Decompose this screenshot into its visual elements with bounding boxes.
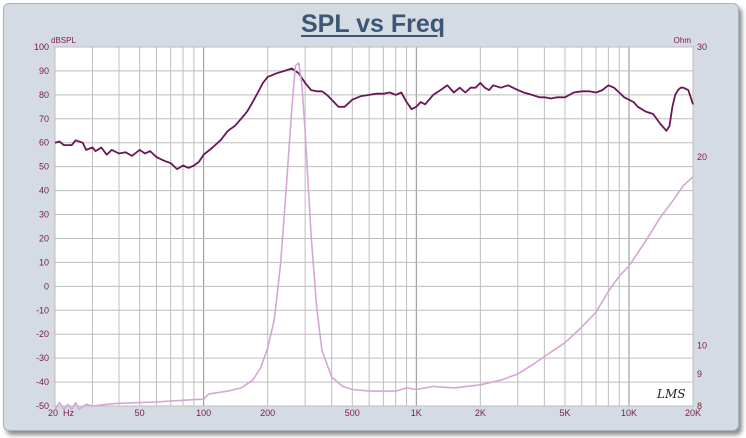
y2-tick-labels: 30 20 10 9 8	[697, 42, 707, 411]
y2-tick-label: 30	[697, 42, 707, 52]
y-tick-label: 20	[39, 233, 49, 243]
y2-tick-label: 10	[697, 340, 707, 350]
y2-axis-unit-label: Ohm	[674, 36, 692, 45]
impedance-curve	[54, 62, 694, 411]
y-tick-label: 100	[34, 42, 49, 52]
y-tick-label: 30	[39, 210, 49, 220]
y-tick-label: -20	[36, 329, 49, 339]
y2-tick-label: 20	[697, 152, 707, 162]
x-tick-label: 20 Hz	[48, 408, 75, 418]
x-tick-label: 20K	[685, 408, 701, 418]
y-tick-label: 0	[44, 281, 49, 291]
y-axis-unit-label: dBSPL	[51, 36, 76, 45]
y-tick-label: 50	[39, 162, 49, 172]
lms-logo: LMS	[656, 387, 685, 401]
x-tick-label: 5K	[559, 408, 570, 418]
x-tick-label: 10K	[621, 408, 637, 418]
y-tick-label: 90	[39, 66, 49, 76]
x-tick-label: 50	[135, 408, 145, 418]
curves	[54, 62, 694, 411]
plot-area	[54, 46, 694, 407]
x-tick-labels: 20 Hz 50 100 200 500 1K 2K 5K 10K 20K	[48, 408, 701, 418]
x-tick-label: 1K	[411, 408, 422, 418]
y-tick-label: -50	[36, 401, 49, 411]
y2-tick-label: 9	[697, 369, 702, 379]
y-tick-label: 70	[39, 114, 49, 124]
y-tick-label: 80	[39, 90, 49, 100]
x-tick-label: 500	[345, 408, 360, 418]
x-tick-label: 100	[196, 408, 211, 418]
y2-tick-label: 8	[697, 401, 702, 411]
y-tick-label: 60	[39, 138, 49, 148]
y-tick-label: -30	[36, 353, 49, 363]
chart-title: SPL vs Freq	[300, 10, 446, 38]
y-tick-label: 10	[39, 257, 49, 267]
x-tick-label: 2K	[475, 408, 486, 418]
x-tick-label: 200	[260, 408, 275, 418]
y-tick-label: 40	[39, 186, 49, 196]
y-tick-label: -10	[36, 305, 49, 315]
y-tick-label: -40	[36, 377, 49, 387]
spl-curve	[54, 67, 694, 170]
